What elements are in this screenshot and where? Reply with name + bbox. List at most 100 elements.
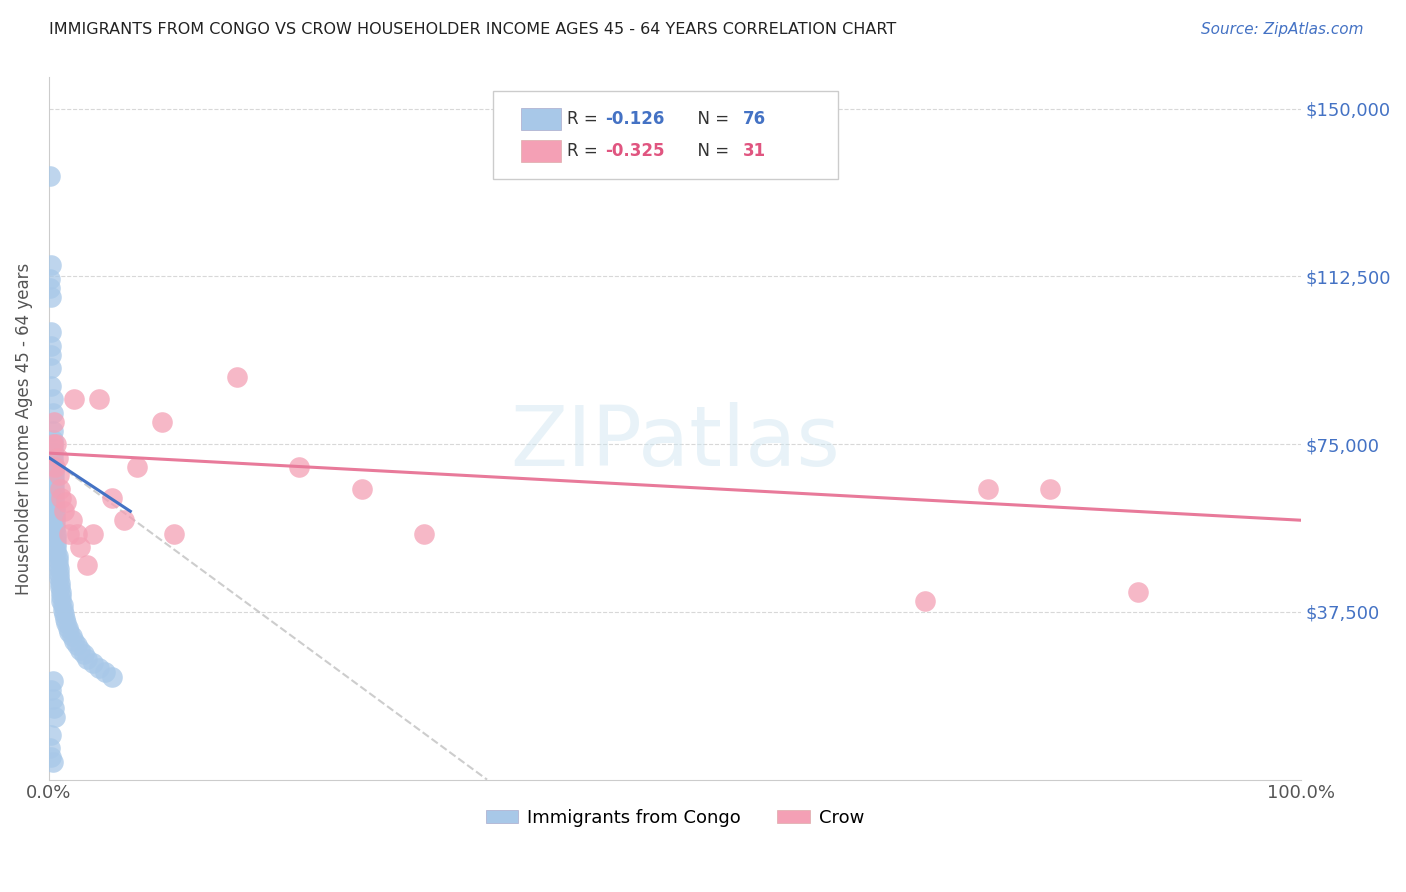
Point	[65, 526, 87, 541]
Point	[44, 500, 66, 514]
Point	[46, 553, 69, 567]
Point	[39, 271, 62, 285]
Point	[51, 491, 73, 505]
Point	[225, 370, 247, 384]
Point	[42, 455, 65, 469]
Point	[977, 482, 1000, 496]
Point	[42, 755, 65, 769]
Point	[163, 526, 186, 541]
Point	[41, 728, 63, 742]
Point	[42, 473, 65, 487]
Point	[94, 665, 117, 680]
Point	[46, 558, 69, 572]
Point	[45, 535, 67, 549]
Point	[41, 289, 63, 303]
Point	[82, 526, 104, 541]
Point	[41, 750, 63, 764]
Point	[44, 517, 66, 532]
Text: R =: R =	[567, 110, 603, 128]
Point	[87, 661, 110, 675]
Point	[150, 415, 173, 429]
Point	[55, 495, 77, 509]
Text: Source: ZipAtlas.com: Source: ZipAtlas.com	[1201, 22, 1364, 37]
Point	[350, 482, 373, 496]
Point	[41, 348, 63, 362]
FancyBboxPatch shape	[494, 92, 838, 179]
Point	[41, 258, 63, 272]
Point	[100, 491, 122, 505]
Point	[46, 450, 69, 465]
Point	[60, 630, 83, 644]
Point	[53, 607, 76, 621]
Point	[45, 544, 67, 558]
Point	[42, 495, 65, 509]
Point	[48, 562, 70, 576]
Point	[914, 593, 936, 607]
Point	[53, 504, 76, 518]
Point	[48, 571, 70, 585]
Point	[44, 513, 66, 527]
Point	[42, 446, 65, 460]
Point	[48, 566, 70, 581]
Point	[42, 464, 65, 478]
Point	[82, 657, 104, 671]
Text: -0.325: -0.325	[605, 142, 664, 161]
Text: N =: N =	[688, 110, 735, 128]
Y-axis label: Householder Income Ages 45 - 64 years: Householder Income Ages 45 - 64 years	[15, 262, 32, 595]
Point	[69, 643, 91, 657]
Point	[44, 522, 66, 536]
Text: R =: R =	[567, 142, 603, 161]
Point	[52, 598, 75, 612]
Point	[42, 437, 65, 451]
Point	[44, 504, 66, 518]
Point	[42, 433, 65, 447]
Point	[60, 513, 83, 527]
Point	[51, 593, 73, 607]
Point	[56, 621, 79, 635]
Point	[52, 602, 75, 616]
Point	[41, 683, 63, 698]
Point	[41, 361, 63, 376]
Text: N =: N =	[688, 142, 735, 161]
Point	[49, 482, 72, 496]
Point	[58, 526, 80, 541]
Point	[42, 415, 65, 429]
Point	[76, 652, 98, 666]
Point	[51, 584, 73, 599]
Point	[39, 741, 62, 756]
Point	[69, 540, 91, 554]
Point	[112, 513, 135, 527]
Point	[49, 580, 72, 594]
Text: -0.126: -0.126	[605, 110, 664, 128]
Point	[42, 442, 65, 456]
Point	[42, 674, 65, 689]
Point	[51, 589, 73, 603]
Point	[1126, 584, 1149, 599]
Point	[73, 648, 96, 662]
Text: ZIPatlas: ZIPatlas	[510, 402, 839, 483]
Point	[45, 540, 67, 554]
Point	[48, 468, 70, 483]
Point	[63, 392, 86, 407]
Point	[63, 634, 86, 648]
Point	[41, 379, 63, 393]
Legend: Immigrants from Congo, Crow: Immigrants from Congo, Crow	[478, 801, 872, 834]
Point	[42, 491, 65, 505]
Point	[39, 169, 62, 183]
Point	[39, 280, 62, 294]
Point	[42, 701, 65, 715]
Point	[45, 526, 67, 541]
Point	[42, 459, 65, 474]
Point	[55, 616, 77, 631]
Text: 31: 31	[742, 142, 765, 161]
Point	[41, 339, 63, 353]
Point	[87, 392, 110, 407]
Point	[413, 526, 436, 541]
Point	[45, 531, 67, 545]
Text: IMMIGRANTS FROM CONGO VS CROW HOUSEHOLDER INCOME AGES 45 - 64 YEARS CORRELATION : IMMIGRANTS FROM CONGO VS CROW HOUSEHOLDE…	[49, 22, 897, 37]
Point	[53, 612, 76, 626]
Point	[44, 710, 66, 724]
Point	[42, 392, 65, 407]
Point	[42, 424, 65, 438]
Point	[100, 670, 122, 684]
